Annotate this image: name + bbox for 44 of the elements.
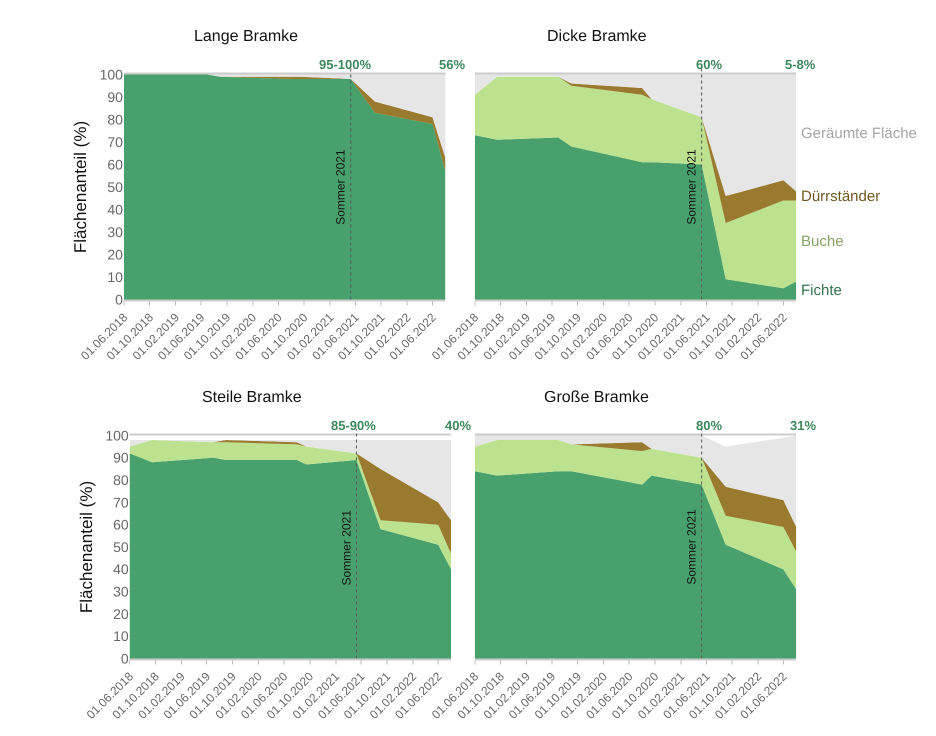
y-tick-label: 0 — [115, 291, 124, 308]
y-tick-label: 50 — [113, 538, 129, 555]
y-axis-title: Flächenanteil (%) — [71, 120, 90, 254]
ref-line-label: Sommer 2021 — [339, 510, 354, 586]
annotation: 56% — [439, 57, 466, 72]
series-label: Fichte — [801, 282, 842, 299]
y-tick-label: 80 — [113, 472, 129, 488]
series-label: Buche — [801, 233, 844, 250]
annotation: 85-90% — [331, 418, 376, 433]
ref-line-label: Sommer 2021 — [334, 149, 348, 225]
y-tick-label: 100 — [105, 427, 129, 444]
chart-title: Große Bramke — [544, 389, 650, 406]
y-tick-label: 40 — [113, 561, 129, 578]
annotation: 31% — [790, 418, 816, 433]
chart-title: Dicke Bramke — [547, 28, 647, 45]
y-tick-label: 70 — [107, 134, 124, 150]
y-tick-label: 10 — [113, 628, 129, 644]
y-tick-label: 30 — [107, 224, 124, 240]
series-label: Dürrständer — [801, 188, 880, 205]
y-tick-label: 70 — [113, 494, 129, 510]
annotation: 95-100% — [319, 57, 372, 72]
ref-line-label: Sommer 2021 — [684, 148, 699, 225]
y-tick-label: 10 — [107, 268, 124, 285]
chart-title: Lange Bramke — [194, 28, 298, 45]
y-tick-label: 60 — [113, 516, 129, 533]
y-tick-label: 50 — [107, 178, 124, 195]
y-tick-label: 40 — [107, 201, 124, 218]
y-tick-label: 60 — [107, 156, 124, 172]
series-label: Geräumte Fläche — [801, 125, 917, 142]
ref-line-label: Sommer 2021 — [684, 508, 699, 585]
y-tick-label: 20 — [107, 246, 124, 262]
annotation: 60% — [696, 57, 722, 72]
y-tick-label: 100 — [100, 66, 124, 82]
y-tick-label: 0 — [120, 650, 129, 666]
y-tick-label: 80 — [107, 111, 124, 128]
y-tick-label: 90 — [107, 88, 124, 105]
annotation: 40% — [445, 418, 472, 433]
y-tick-label: 90 — [113, 450, 129, 466]
y-tick-label: 30 — [113, 584, 129, 600]
annotation: 5-8% — [785, 57, 816, 72]
y-tick-label: 20 — [113, 606, 129, 622]
y-axis-title: Flächenanteil (%) — [76, 480, 96, 614]
chart-title: Steile Bramke — [202, 389, 302, 406]
annotation: 80% — [696, 418, 722, 433]
